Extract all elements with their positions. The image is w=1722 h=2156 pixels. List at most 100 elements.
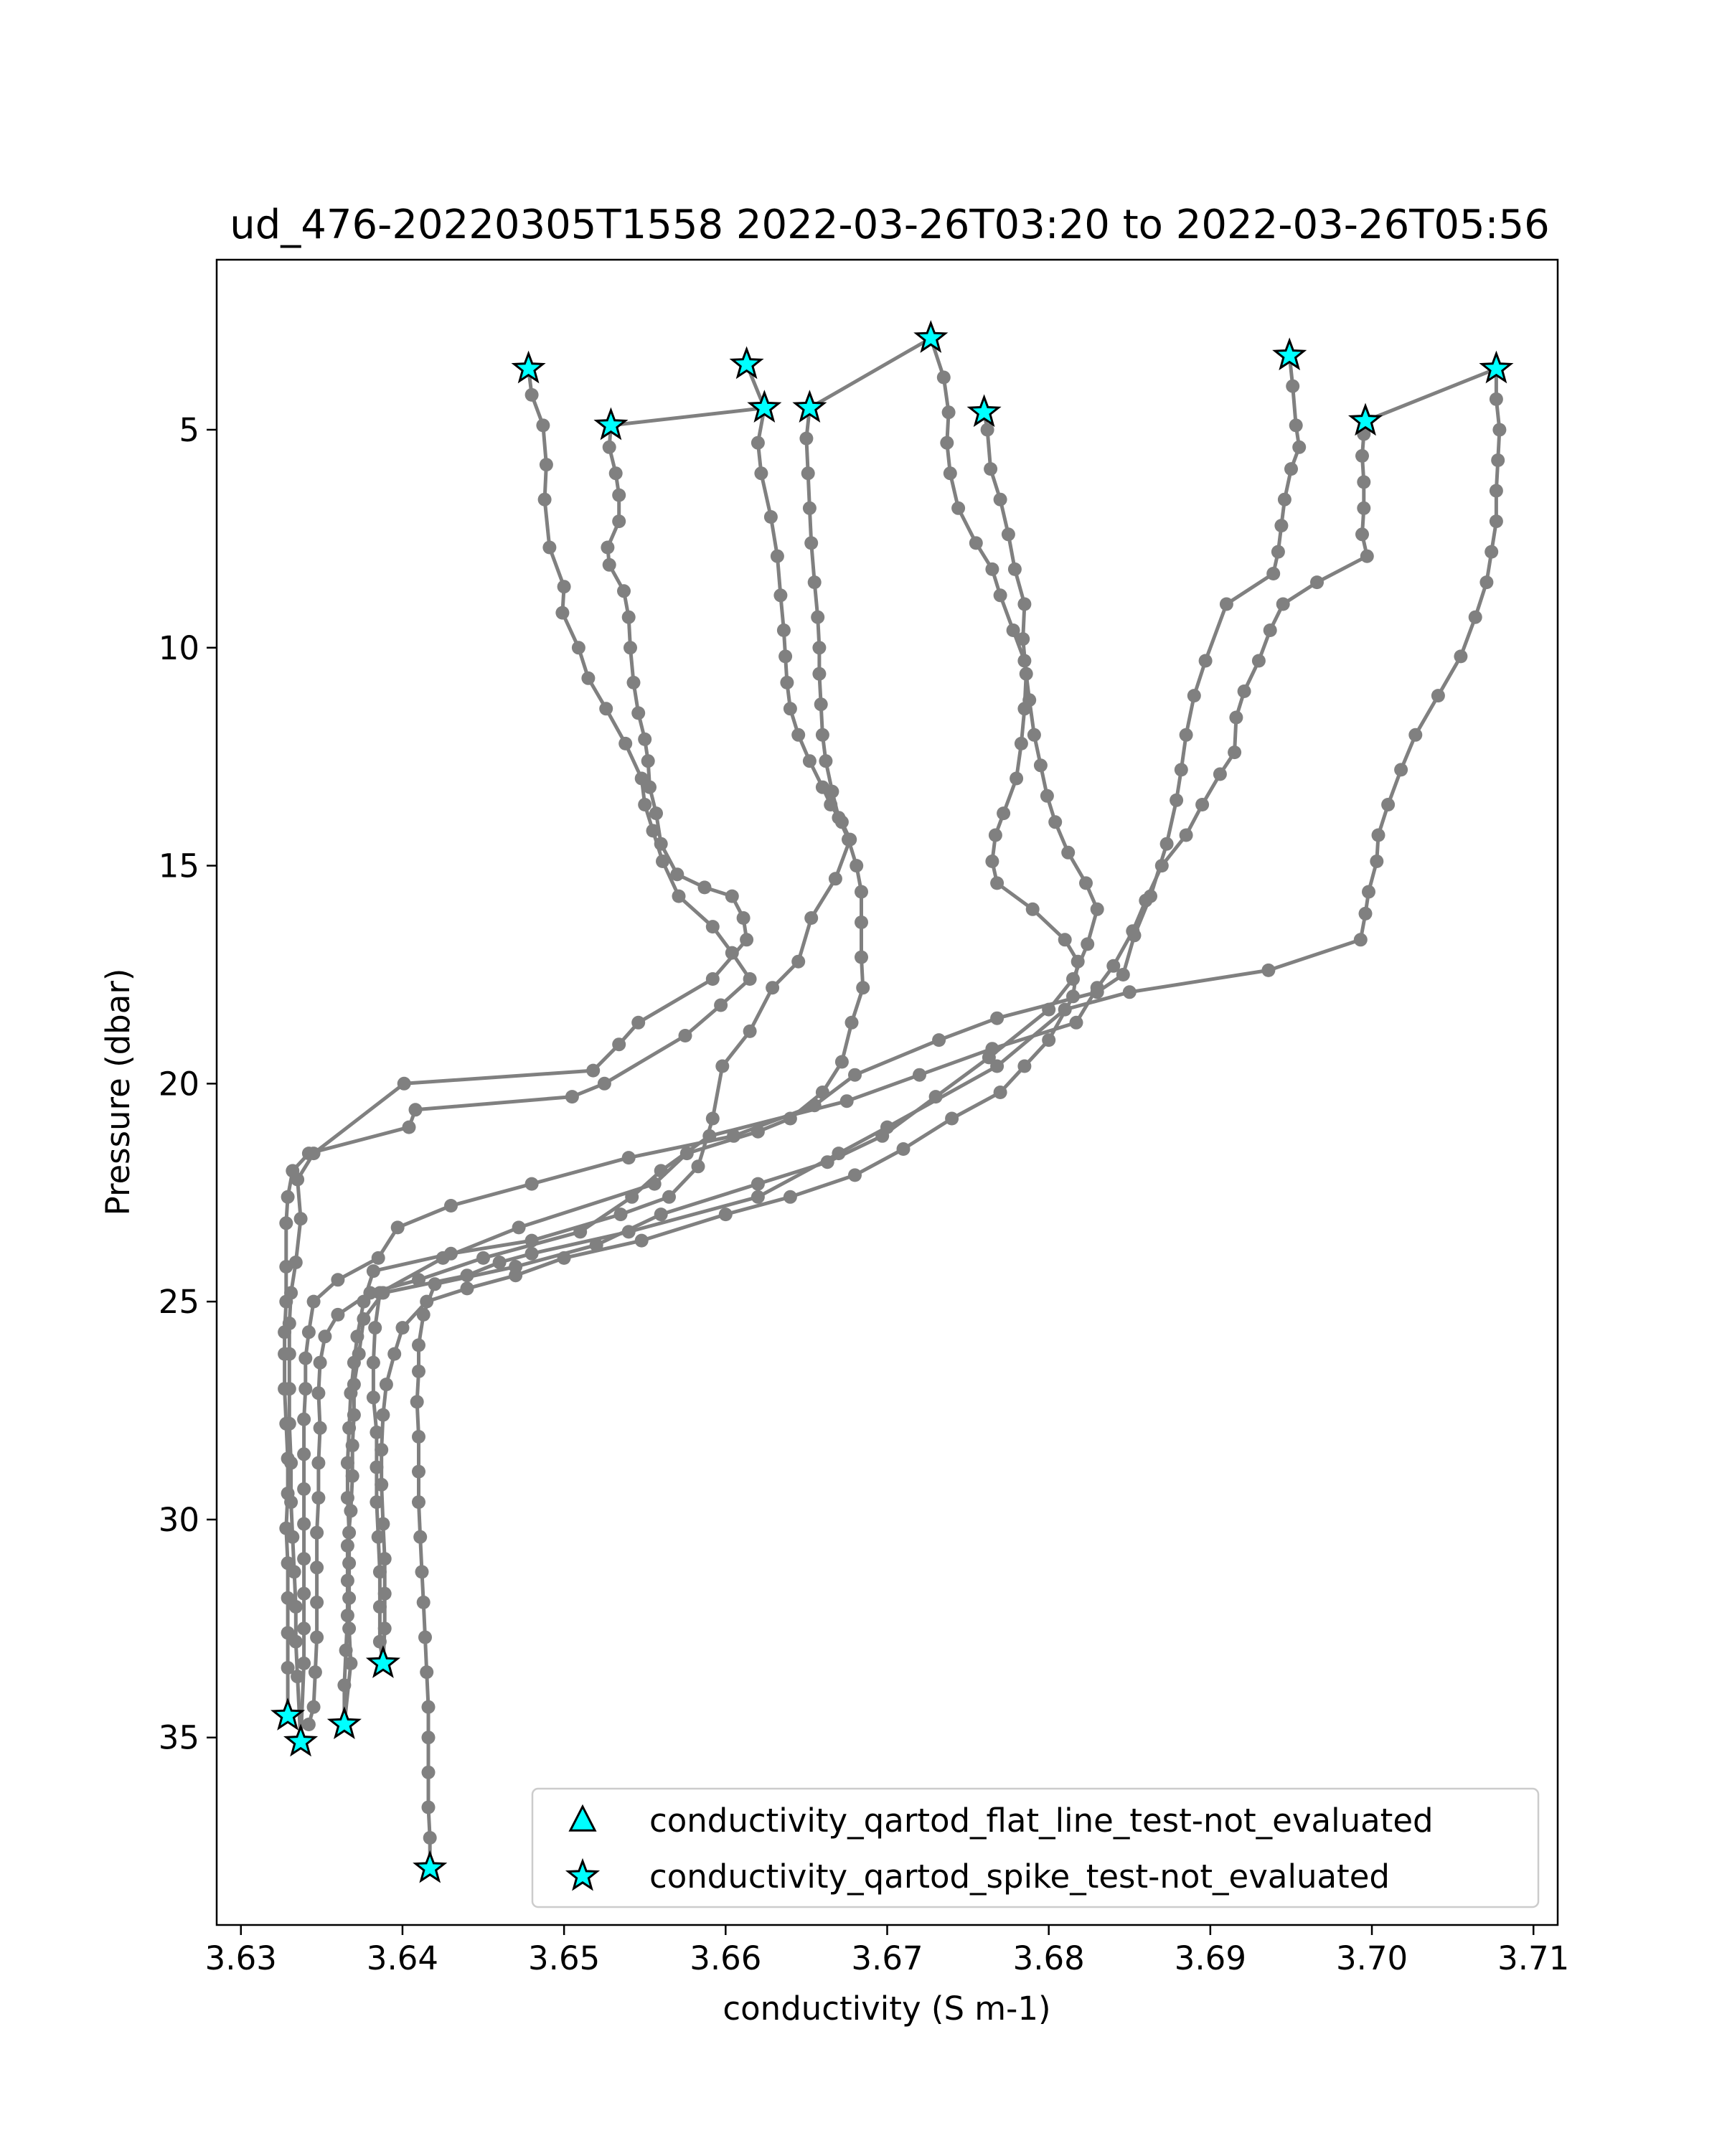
data-point (279, 1216, 293, 1230)
data-point (783, 1190, 797, 1204)
data-point (662, 1190, 676, 1204)
data-point (311, 1386, 326, 1401)
data-point (990, 1011, 1004, 1025)
x-axis: 3.63 3.64 3.65 3.66 3.67 3.68 3.69 3.70 3.71 (205, 1925, 1569, 1977)
data-point (460, 1281, 474, 1296)
data-point (678, 1029, 692, 1042)
data-point (993, 588, 1007, 603)
data-point (340, 1573, 354, 1588)
data-point (612, 514, 626, 529)
data-point (599, 702, 613, 716)
data-point (297, 1517, 311, 1531)
data-point (1358, 906, 1373, 921)
data-point (993, 492, 1007, 507)
x-tick-label: 3.67 (851, 1939, 923, 1977)
flag-star-marker (283, 1723, 319, 1757)
data-point (1017, 702, 1032, 716)
series-3 (282, 418, 754, 1749)
data-point (1492, 423, 1507, 437)
y-tick-label: 5 (179, 411, 199, 449)
y-tick-label: 15 (159, 847, 199, 885)
data-point (284, 1495, 298, 1510)
data-point (420, 1294, 434, 1309)
data-point (281, 1626, 295, 1640)
x-tick-label: 3.65 (528, 1939, 600, 1977)
data-point (1033, 758, 1048, 773)
data-point (512, 1220, 526, 1235)
data-point (1122, 985, 1137, 999)
data-point (990, 1059, 1004, 1073)
data-point (634, 771, 649, 786)
data-point (631, 1015, 646, 1030)
data-point (1485, 545, 1499, 559)
data-point (1006, 623, 1020, 637)
data-point (656, 855, 669, 868)
data-point (1179, 828, 1193, 842)
data-point (984, 462, 998, 476)
data-point (1353, 933, 1368, 947)
data-point (1040, 789, 1054, 803)
data-point (370, 1425, 384, 1439)
data-point (997, 806, 1011, 821)
data-point (1394, 763, 1408, 777)
x-tick-label: 3.66 (690, 1939, 761, 1977)
data-point (368, 1321, 382, 1335)
x-tick-label: 3.68 (1013, 1939, 1085, 1977)
data-point (340, 1538, 354, 1553)
data-point (1106, 959, 1121, 973)
data-point (421, 1800, 436, 1814)
data-point (1042, 1033, 1056, 1048)
data-point (832, 811, 846, 825)
data-point (1284, 462, 1298, 476)
legend-label: conductivity_qartod_flat_line_test-not_e… (649, 1802, 1434, 1840)
data-point (395, 1321, 410, 1335)
data-point (932, 1033, 946, 1048)
data-point (318, 1329, 332, 1344)
data-point (1007, 562, 1022, 576)
data-point (282, 1317, 296, 1330)
data-point (363, 1286, 377, 1300)
data-point (1010, 771, 1024, 786)
data-point (571, 641, 585, 655)
data-point (814, 697, 828, 712)
data-point (725, 946, 739, 960)
data-point (297, 1447, 311, 1461)
data-point (602, 557, 616, 572)
data-point (542, 540, 557, 555)
data-point (1069, 1015, 1083, 1030)
y-axis-label: Pressure (dbar) (99, 969, 137, 1216)
data-point (1025, 902, 1040, 916)
chart-title: ud_476-20220305T1558 2022-03-26T03:20 to… (230, 202, 1550, 248)
data-point (509, 1268, 523, 1283)
data-point (308, 1665, 322, 1680)
data-point (347, 1378, 361, 1392)
data-point (1263, 623, 1277, 637)
data-point (988, 828, 1002, 842)
data-point (412, 1495, 425, 1510)
data-point (421, 1765, 436, 1779)
data-point (804, 536, 819, 550)
data-point (1154, 859, 1169, 873)
data-point (366, 1390, 380, 1405)
data-point (291, 1670, 305, 1684)
data-point (654, 837, 668, 851)
legend-entries: conductivity_qartod_flat_line_test-not_e… (565, 1802, 1434, 1896)
x-tick-label: 3.69 (1175, 1939, 1246, 1977)
data-point (421, 1700, 436, 1714)
data-point (1071, 954, 1085, 969)
data-point (310, 1525, 324, 1540)
data-point (1174, 763, 1188, 777)
data-point (1277, 492, 1292, 507)
data-point (880, 1120, 894, 1134)
data-point (825, 784, 839, 799)
data-point (993, 1086, 1007, 1099)
data-point (444, 1199, 458, 1213)
data-point (284, 1286, 298, 1300)
data-point (1081, 937, 1095, 951)
data-point (649, 806, 663, 821)
x-tick-label: 3.70 (1336, 1939, 1408, 1977)
data-point (413, 1530, 428, 1544)
data-point (1017, 1059, 1032, 1073)
